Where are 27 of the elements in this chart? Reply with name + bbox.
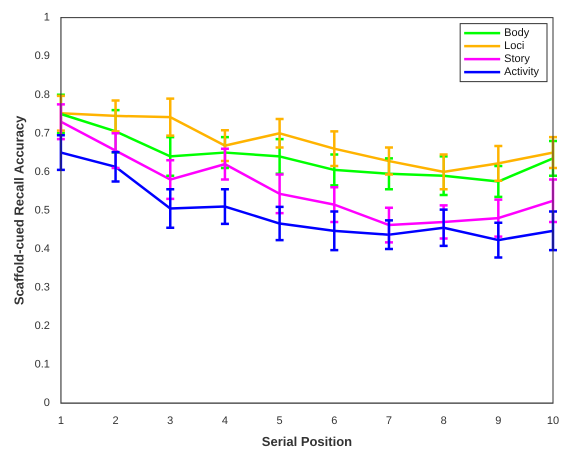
y-tick-label: 0.4 bbox=[34, 242, 50, 255]
legend-label: Loci bbox=[504, 40, 524, 52]
x-tick-label: 10 bbox=[546, 414, 560, 427]
y-tick-label: 1 bbox=[44, 12, 50, 24]
y-tick-label: 0.8 bbox=[34, 88, 50, 101]
x-tick-label: 2 bbox=[112, 414, 119, 427]
y-tick-label: 0.1 bbox=[34, 358, 50, 371]
x-tick-label: 4 bbox=[222, 414, 228, 427]
x-tick-label: 9 bbox=[495, 414, 502, 427]
x-tick-label: 3 bbox=[167, 414, 174, 427]
x-tick-label: 6 bbox=[331, 414, 338, 427]
legend-label: Activity bbox=[504, 66, 540, 78]
y-tick-label: 0.6 bbox=[34, 166, 50, 178]
x-tick-label: 7 bbox=[386, 414, 392, 427]
y-tick-label: 0.2 bbox=[34, 320, 50, 332]
legend-label: Body bbox=[504, 27, 530, 40]
y-tick-label: 0.9 bbox=[34, 50, 50, 62]
x-tick-label: 1 bbox=[58, 414, 64, 427]
x-axis-title: Serial Position bbox=[262, 434, 352, 449]
x-tick-label: 5 bbox=[276, 414, 283, 427]
y-axis-title: Scaffold-cued Recall Accuracy bbox=[11, 114, 26, 306]
y-tick-label: 0.3 bbox=[34, 282, 50, 294]
legend-label: Story bbox=[504, 53, 530, 66]
y-tick-label: 0 bbox=[44, 397, 50, 410]
y-tick-label: 0.7 bbox=[34, 127, 50, 140]
x-tick-label: 8 bbox=[440, 414, 447, 427]
y-tick-label: 0.5 bbox=[34, 204, 50, 216]
